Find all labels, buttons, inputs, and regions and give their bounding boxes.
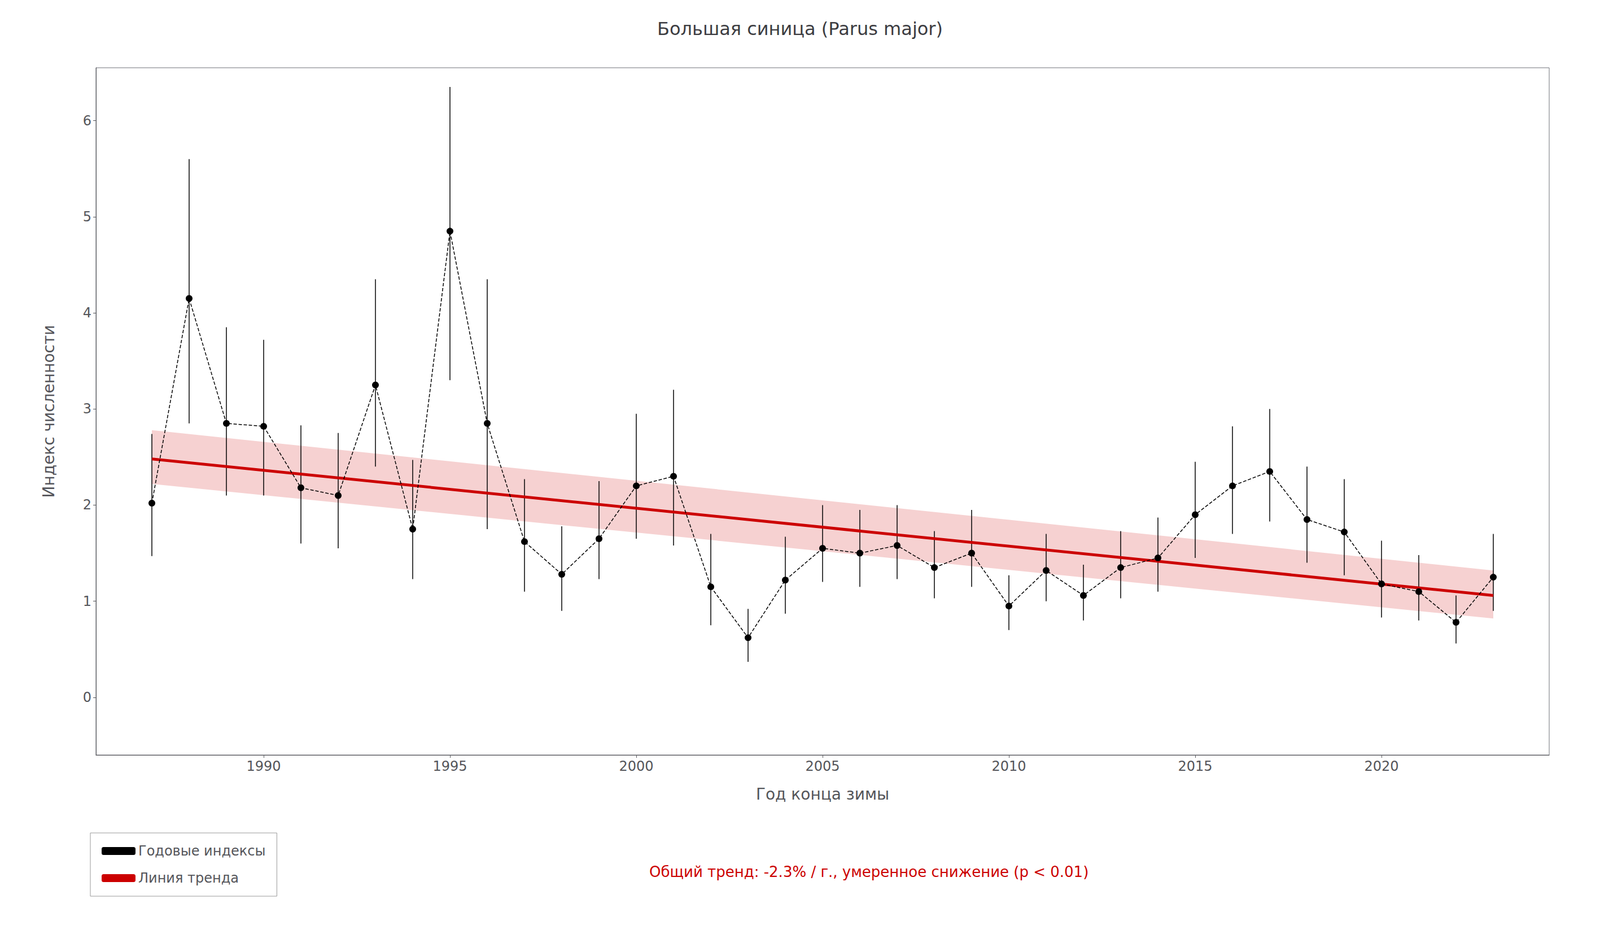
svg-text:3: 3: [82, 400, 92, 417]
svg-text:5: 5: [82, 208, 92, 225]
svg-text:1990: 1990: [246, 758, 281, 775]
svg-text:Годовые индексы: Годовые индексы: [138, 842, 266, 859]
svg-text:2000: 2000: [618, 758, 654, 775]
svg-text:2: 2: [82, 496, 92, 513]
svg-text:4: 4: [82, 304, 92, 321]
svg-text:Год конца зимы: Год конца зимы: [755, 784, 890, 804]
svg-text:0: 0: [82, 689, 92, 706]
svg-text:Общий тренд: -2.3% / г., умере: Общий тренд: -2.3% / г., умеренное сниже…: [649, 863, 1089, 881]
svg-text:2015: 2015: [1177, 758, 1213, 775]
svg-text:Большая синица (Parus major): Большая синица (Parus major): [657, 18, 943, 40]
svg-text:6: 6: [82, 112, 92, 129]
svg-text:2020: 2020: [1364, 758, 1399, 775]
svg-text:1995: 1995: [432, 758, 467, 775]
svg-text:2010: 2010: [991, 758, 1026, 775]
svg-text:Линия тренда: Линия тренда: [138, 870, 239, 886]
svg-text:1: 1: [82, 593, 92, 610]
svg-text:2005: 2005: [805, 758, 840, 775]
svg-text:Индекс численности: Индекс численности: [39, 325, 59, 498]
